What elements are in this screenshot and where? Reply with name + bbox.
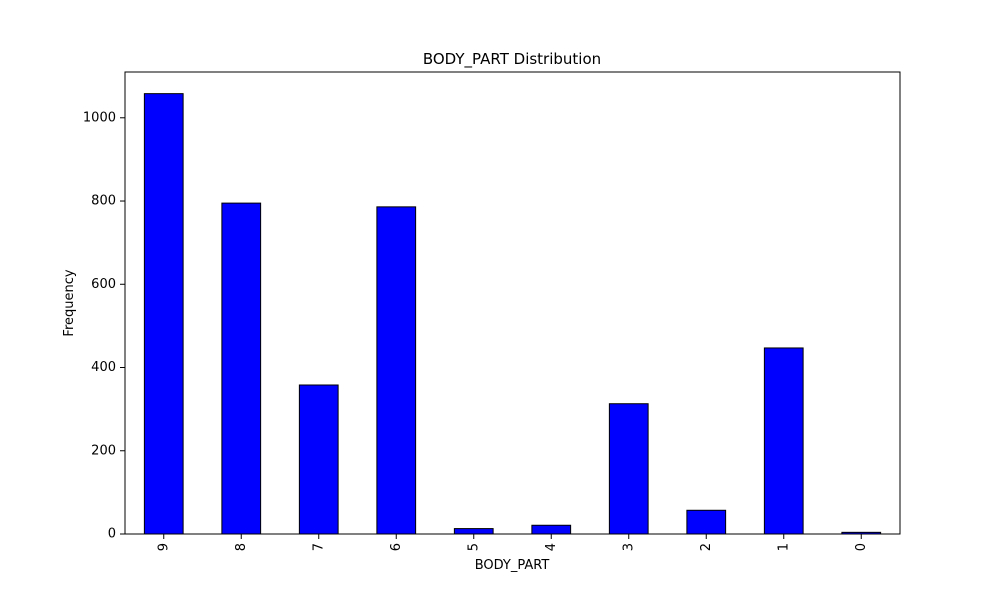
y-tick-label: 0 [108, 527, 116, 542]
chart-title: BODY_PART Distribution [423, 50, 601, 69]
x-tick-label: 5 [466, 543, 481, 551]
y-tick-label: 200 [91, 443, 116, 458]
y-tick-label: 1000 [83, 110, 116, 125]
x-tick-label: 2 [699, 543, 714, 551]
plot-frame [124, 71, 901, 535]
bar-1 [763, 347, 804, 535]
bar-9 [143, 93, 184, 535]
x-tick-label: 6 [389, 543, 404, 551]
bar-4 [531, 524, 572, 535]
x-axis-ticks: 9 8 7 6 5 4 3 2 1 0 [156, 534, 869, 551]
x-tick-label: 3 [621, 543, 636, 551]
x-tick-label: 1 [776, 543, 791, 551]
x-tick-label: 9 [156, 543, 171, 551]
bar-8 [221, 202, 262, 535]
y-axis-ticks: 0 200 400 600 800 1000 [83, 110, 125, 542]
y-axis-label: Frequency [62, 269, 77, 336]
bars-group [143, 93, 882, 535]
y-tick-label: 400 [91, 360, 116, 375]
bar-6 [376, 206, 417, 535]
bar-5 [453, 528, 494, 535]
x-axis-label: BODY_PART [475, 558, 550, 573]
x-tick-label: 0 [854, 543, 869, 551]
x-tick-label: 4 [544, 543, 559, 551]
bar-7 [298, 384, 339, 535]
x-tick-label: 8 [234, 543, 249, 551]
bar-2 [686, 509, 727, 535]
y-tick-label: 600 [91, 277, 116, 292]
x-tick-label: 7 [311, 543, 326, 551]
bar-3 [608, 403, 649, 535]
y-tick-label: 800 [91, 194, 116, 209]
